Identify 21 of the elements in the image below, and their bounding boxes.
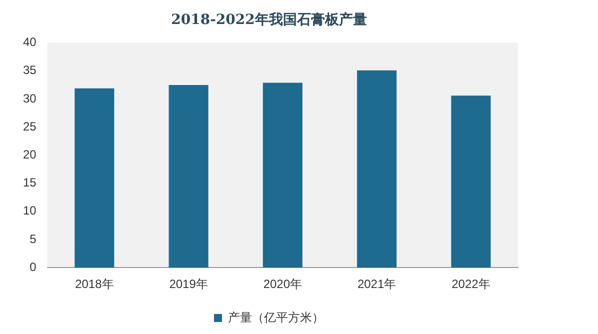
bar (357, 70, 397, 268)
bar (168, 84, 208, 268)
x-tick-label: 2018年 (75, 277, 114, 292)
y-tick-label: 0 (30, 260, 37, 274)
legend-label: 产量（亿平方米） (228, 310, 324, 324)
x-tick-label: 2022年 (452, 277, 490, 292)
bar (451, 96, 491, 268)
y-tick-label: 15 (22, 176, 37, 190)
y-tick-label: 5 (30, 232, 37, 246)
y-tick-label: 25 (22, 119, 37, 134)
x-tick-label: 2021年 (357, 277, 396, 292)
y-tick-label: 40 (22, 35, 37, 50)
chart-title: 2018-2022年我国石膏板产量 (171, 11, 367, 28)
x-tick-label: 2020年 (263, 277, 302, 292)
bar (74, 88, 114, 268)
y-tick-label: 10 (22, 204, 37, 218)
bar (262, 82, 302, 268)
y-tick-label: 30 (22, 91, 37, 106)
x-tick-label: 2019年 (169, 277, 208, 292)
y-tick-label: 20 (22, 148, 37, 162)
y-tick-label: 35 (22, 63, 37, 78)
